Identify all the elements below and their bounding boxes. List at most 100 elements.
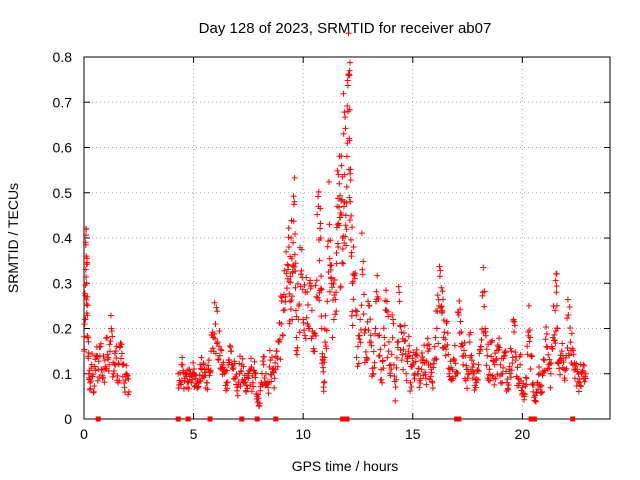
data-point <box>492 375 499 382</box>
data-point <box>570 351 577 358</box>
data-point <box>238 367 245 374</box>
data-point <box>390 320 397 327</box>
data-point <box>565 311 572 318</box>
data-point <box>217 365 224 372</box>
data-point <box>317 205 324 212</box>
data-point <box>216 343 223 350</box>
data-point <box>392 384 399 391</box>
data-point <box>125 375 132 382</box>
data-point <box>524 351 531 358</box>
data-point <box>84 293 91 300</box>
data-point <box>396 289 403 296</box>
data-point <box>538 382 545 389</box>
data-point <box>234 392 241 399</box>
data-point <box>108 328 115 335</box>
data-point <box>310 345 317 352</box>
data-point <box>576 376 583 383</box>
data-point <box>109 373 116 380</box>
data-point <box>87 378 94 385</box>
data-point <box>324 243 331 250</box>
data-point <box>449 366 456 373</box>
data-point <box>517 351 524 358</box>
data-point <box>179 354 186 361</box>
data-point <box>103 335 110 342</box>
data-point <box>84 255 91 262</box>
data-point <box>277 356 284 363</box>
data-point <box>290 193 297 200</box>
data-point <box>489 337 496 344</box>
data-point <box>331 276 338 283</box>
data-point <box>119 373 126 380</box>
data-point <box>262 370 269 377</box>
data-point <box>365 298 372 305</box>
data-point <box>322 339 329 346</box>
data-point <box>564 296 571 303</box>
data-point <box>441 329 448 336</box>
data-point <box>237 353 244 360</box>
data-point <box>232 373 239 380</box>
data-point <box>566 352 573 359</box>
data-point <box>417 375 424 382</box>
data-point <box>327 237 334 244</box>
data-point <box>356 332 363 339</box>
data-point <box>318 286 325 293</box>
data-point <box>291 198 298 205</box>
zero-point <box>570 416 576 422</box>
data-point <box>85 349 92 356</box>
data-point <box>91 363 98 370</box>
data-point <box>358 302 365 309</box>
data-point <box>397 347 404 354</box>
data-point <box>506 363 513 370</box>
data-point <box>527 334 534 341</box>
data-point <box>401 338 408 345</box>
data-point <box>451 357 458 364</box>
data-point <box>418 366 425 373</box>
data-point <box>274 355 281 362</box>
data-point <box>564 344 571 351</box>
data-point <box>342 113 349 120</box>
data-point <box>379 357 386 364</box>
data-point <box>532 398 539 405</box>
data-point <box>543 324 550 331</box>
data-point <box>391 373 398 380</box>
data-point <box>344 103 351 110</box>
data-point <box>349 322 356 329</box>
data-point <box>431 343 438 350</box>
data-point <box>291 174 298 181</box>
data-point <box>350 296 357 303</box>
data-point <box>285 244 292 251</box>
data-point <box>294 344 301 351</box>
data-point <box>200 360 207 367</box>
data-point <box>196 378 203 385</box>
data-point <box>432 355 439 362</box>
data-point <box>243 382 250 389</box>
data-point <box>499 370 506 377</box>
data-point <box>281 306 288 313</box>
data-point <box>199 372 206 379</box>
data-point <box>318 273 325 280</box>
data-point <box>296 301 303 308</box>
data-point <box>389 334 396 341</box>
data-point <box>252 369 259 376</box>
y-tick-label: 0.3 <box>53 275 73 291</box>
data-point <box>470 360 477 367</box>
data-point <box>552 307 559 314</box>
data-point <box>333 289 340 296</box>
data-point <box>285 234 292 241</box>
data-point <box>383 287 390 294</box>
data-points <box>81 30 589 422</box>
data-point <box>552 340 559 347</box>
data-point <box>514 375 521 382</box>
data-point <box>544 366 551 373</box>
x-tick-label: 5 <box>190 426 198 442</box>
data-point <box>396 298 403 305</box>
data-point <box>401 322 408 329</box>
data-point <box>436 273 443 280</box>
data-point <box>261 353 268 360</box>
data-point <box>546 360 553 367</box>
data-point <box>557 371 564 378</box>
data-point <box>577 382 584 389</box>
data-point <box>427 361 434 368</box>
data-point <box>545 351 552 358</box>
data-point <box>474 367 481 374</box>
